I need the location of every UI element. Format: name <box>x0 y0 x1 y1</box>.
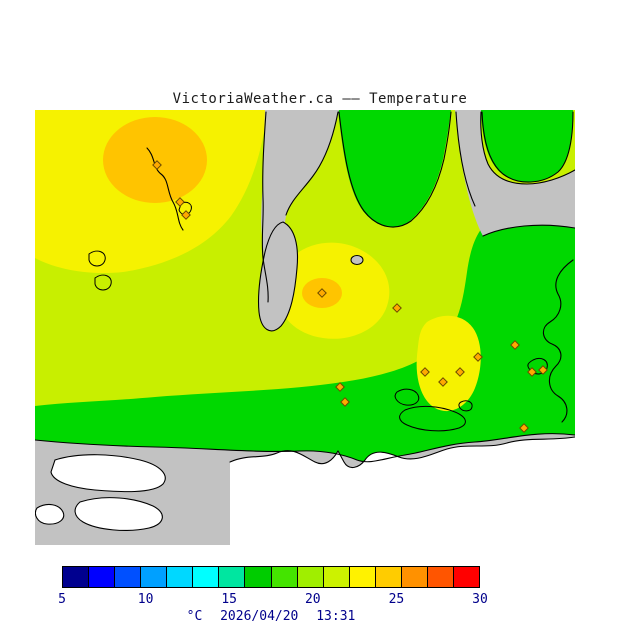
coast-east-channel-left <box>455 111 476 207</box>
colorbar-tick-labels: 5 10 15 20 25 30 <box>58 592 488 608</box>
station-marker <box>455 367 465 377</box>
unit-label: °C <box>186 609 203 624</box>
temperature-map <box>34 110 576 545</box>
coast-harbour-islet-1 <box>394 388 420 406</box>
time-label: 13:31 <box>316 609 356 624</box>
station-marker <box>152 160 162 170</box>
colorbar-segment <box>89 567 116 587</box>
temperature-colorbar <box>62 566 480 588</box>
land-island-southwest-3 <box>34 503 65 525</box>
station-marker <box>510 340 520 350</box>
land-south-mass <box>230 437 575 545</box>
water-small-lake <box>350 255 364 265</box>
temperature-field-layer <box>35 110 575 462</box>
colorbar-segment <box>167 567 194 587</box>
colorbar-segment <box>323 567 350 587</box>
colorbar-tick: 5 <box>58 592 66 607</box>
coast-east-islet <box>527 357 548 375</box>
coast-harbour-islet-2 <box>399 405 466 432</box>
water-channel-east <box>455 110 575 236</box>
colorbar-segment <box>219 567 246 587</box>
station-marker <box>538 365 548 375</box>
colorbar-tick: 25 <box>388 592 405 607</box>
water-layer <box>257 110 575 332</box>
coast-east-squiggle <box>542 259 574 423</box>
contour-orange-northwest <box>103 117 207 203</box>
coast-channel-left <box>261 111 269 303</box>
land-island-southwest-2 <box>74 497 163 531</box>
colorbar-segment <box>245 567 272 587</box>
colorbar-segment <box>297 567 324 587</box>
station-marker <box>181 210 191 220</box>
contour-green-corner <box>481 110 573 183</box>
colorbar-tick: 10 <box>137 592 154 607</box>
colorbar-tick: 30 <box>472 592 488 607</box>
land-layer <box>34 437 575 545</box>
contour-yellow-east-tongue <box>416 315 481 412</box>
coast-east-channel-lower <box>482 224 576 237</box>
water-inlet-bulb <box>257 221 299 332</box>
colorbar-segment <box>141 567 168 587</box>
station-marker <box>473 352 483 362</box>
colorbar-segment <box>349 567 376 587</box>
station-marker <box>340 397 350 407</box>
contour-green-peninsula <box>338 110 451 227</box>
coast-corner-island <box>481 111 574 183</box>
colorbar-segment <box>453 567 479 587</box>
coastline-layer <box>34 111 576 468</box>
land-island-southwest-1 <box>50 454 166 493</box>
station-marker <box>317 288 327 298</box>
coast-south-shore <box>34 433 576 463</box>
coast-northwest-islet <box>178 201 192 215</box>
coast-east-channel-inner <box>480 111 576 185</box>
coast-west-islet-1 <box>88 250 106 267</box>
station-marker <box>335 382 345 392</box>
colorbar-caption: °C 2026/04/20 13:31 <box>62 609 480 624</box>
station-marker <box>519 423 529 433</box>
station-marker <box>420 367 430 377</box>
station-markers-layer <box>152 160 548 433</box>
colorbar-tick: 15 <box>221 592 238 607</box>
coast-channel-right <box>285 111 339 216</box>
water-channel-middle <box>261 110 339 324</box>
station-marker <box>527 367 537 377</box>
colorbar-segment <box>63 567 90 587</box>
coast-harbour-islet-3 <box>458 400 473 412</box>
station-marker <box>175 197 185 207</box>
colorbar-segment <box>193 567 220 587</box>
station-marker <box>392 303 402 313</box>
colorbar-segment <box>427 567 454 587</box>
station-marker <box>438 377 448 387</box>
colorbar-segment <box>375 567 402 587</box>
colorbar-segment <box>271 567 298 587</box>
colorbar-segment <box>401 567 428 587</box>
coast-peninsula <box>338 111 452 228</box>
colorbar-segment <box>115 567 142 587</box>
coast-west-islet-2 <box>94 274 112 291</box>
map-svg <box>34 110 576 545</box>
coast-land-south-top <box>229 436 576 468</box>
coast-northwest-squiggle <box>146 147 184 231</box>
page-title: VictoriaWeather.ca —— Temperature <box>172 91 468 107</box>
date-label: 2026/04/20 <box>220 609 299 624</box>
colorbar-tick: 20 <box>304 592 321 607</box>
